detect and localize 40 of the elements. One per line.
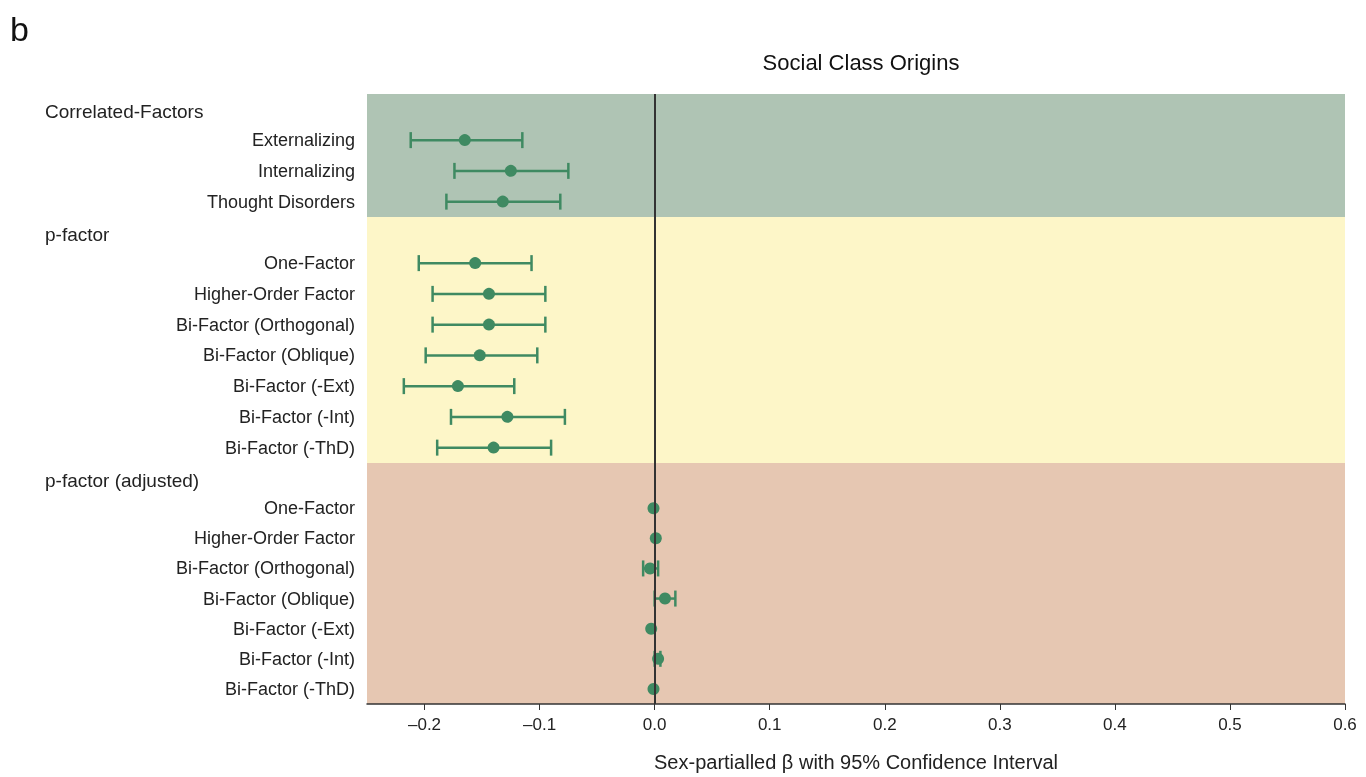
y-tick-label: Externalizing bbox=[251, 130, 355, 151]
point bbox=[469, 257, 482, 270]
point bbox=[487, 441, 500, 454]
x-tick-label: 0.3 bbox=[988, 715, 1012, 734]
y-tick-label: Bi-Factor (Orthogonal) bbox=[175, 314, 355, 335]
x-tick-label: 0.2 bbox=[872, 715, 897, 734]
y-tick-label: Bi-Factor (-Ext) bbox=[232, 618, 355, 639]
point bbox=[482, 318, 495, 331]
point bbox=[451, 380, 464, 393]
text: p-factor bbox=[45, 224, 111, 246]
point bbox=[473, 349, 486, 362]
y-tick-label: Bi-Factor (-Ext) bbox=[232, 376, 355, 397]
y-tick-label: One-Factor bbox=[263, 253, 355, 274]
chart-title: Social Class Origins bbox=[762, 49, 960, 75]
y-tick-label: One-Factor bbox=[263, 498, 355, 519]
y-tick-label: Higher-Order Factor bbox=[193, 283, 355, 304]
y-tick-label: Bi-Factor (-ThD) bbox=[225, 437, 355, 458]
x-tick-label: –0.1 bbox=[523, 715, 557, 734]
x-tick-label: 0.1 bbox=[757, 715, 782, 734]
point bbox=[659, 592, 671, 605]
y-tick-label: Internalizing bbox=[257, 160, 355, 181]
y-tick-label: Bi-Factor (-ThD) bbox=[225, 678, 355, 699]
y-tick-label: Bi-Factor (Oblique) bbox=[202, 588, 355, 609]
text: b bbox=[10, 10, 29, 48]
y-tick-label: Bi-Factor (-Int) bbox=[238, 648, 355, 669]
x-axis-title: Sex-partialled β with 95% Confidence Interval bbox=[654, 751, 1058, 773]
x-tick-label: 0.6 bbox=[1333, 715, 1357, 734]
x-tick-label: 0.4 bbox=[1103, 715, 1127, 734]
y-tick-label: Bi-Factor (Orthogonal) bbox=[175, 558, 355, 579]
point bbox=[501, 410, 514, 423]
text: Correlated-Factors bbox=[45, 101, 204, 123]
text: p-factor (adjusted) bbox=[45, 470, 200, 492]
y-tick-label: Thought Disorders bbox=[206, 191, 355, 212]
point bbox=[482, 287, 495, 300]
x-tick-label: 0.0 bbox=[642, 715, 667, 734]
y-tick-label: Bi-Factor (-Int) bbox=[238, 406, 355, 427]
x-tick-label: –0.2 bbox=[407, 715, 442, 734]
y-tick-label: Higher-Order Factor bbox=[193, 528, 355, 549]
y-tick-label: Bi-Factor (Oblique) bbox=[202, 345, 355, 366]
x-tick-label: 0.5 bbox=[1218, 715, 1242, 734]
